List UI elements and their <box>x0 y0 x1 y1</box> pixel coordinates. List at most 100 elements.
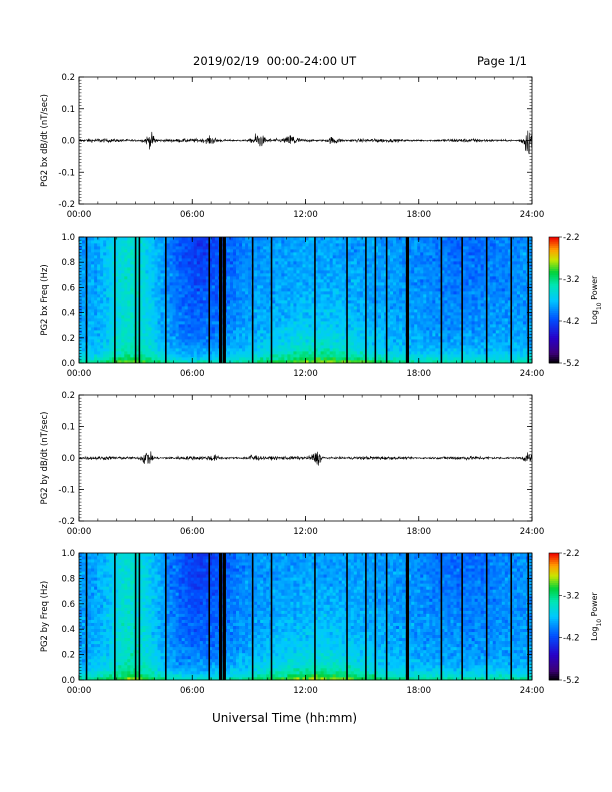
spectrogram-cell <box>115 351 119 355</box>
spectrogram-cell <box>127 282 131 286</box>
spectrogram-cell <box>190 264 195 268</box>
spectrogram-cell <box>193 264 198 268</box>
spectrogram-cell <box>166 306 170 310</box>
spectrogram-cell <box>130 285 134 289</box>
spectrogram-cell <box>371 264 376 268</box>
spectrogram-cell <box>281 354 285 358</box>
spectrogram-cell <box>248 267 252 271</box>
spectrogram-cell <box>359 237 364 241</box>
spectrogram-cell <box>115 246 119 250</box>
spectrogram-cell <box>178 300 183 304</box>
spectrogram-cell <box>112 330 116 334</box>
spectrogram-cell <box>381 303 385 307</box>
spectrogram-cell <box>417 279 421 283</box>
spectrogram-cell <box>136 324 140 328</box>
spectrogram-cell <box>202 267 207 271</box>
spectrogram-cell <box>365 324 370 328</box>
spectrogram-cell <box>230 264 234 268</box>
spectrogram-cell <box>423 291 427 295</box>
spectrogram-cell <box>293 261 297 265</box>
spectrogram-cell <box>290 348 294 352</box>
spectrogram-cell <box>88 312 92 316</box>
spectrogram-cell <box>91 249 95 253</box>
spectrogram-cell <box>317 237 321 241</box>
spectrogram-cell <box>423 249 427 253</box>
spectrogram-cell <box>417 330 421 334</box>
spectrogram-cell <box>341 312 346 316</box>
spectrogram-cell <box>94 342 98 346</box>
spectrogram-cell <box>190 342 195 346</box>
spectrogram-cell <box>299 351 303 355</box>
spectrogram-cell <box>145 294 149 298</box>
spectrogram-cell <box>130 324 134 328</box>
spectrogram-cell <box>169 243 174 247</box>
spectrogram-cell <box>242 294 246 298</box>
spectrogram-cell <box>254 276 258 280</box>
spectrogram-cell <box>332 312 337 316</box>
spectrogram-cell <box>329 294 334 298</box>
spectrogram-cell <box>329 279 334 283</box>
spectrogram-cell <box>148 297 152 301</box>
spectrogram-cell <box>127 276 131 280</box>
spectrogram-cell <box>142 243 146 247</box>
spectrogram-cell <box>332 354 337 358</box>
spectrogram-cell <box>387 345 391 349</box>
spectrogram-cell <box>311 315 315 319</box>
spectrogram-cell <box>323 285 328 289</box>
spectrogram-cell <box>220 279 225 283</box>
spectrogram-cell <box>181 285 186 289</box>
spectrogram-cell <box>181 288 186 292</box>
spectrogram-cell <box>396 297 400 301</box>
spectrogram-cell <box>242 240 246 244</box>
spectrogram-cell <box>254 336 258 340</box>
spectrogram-cell <box>199 336 204 340</box>
spectrogram-cell <box>187 309 192 313</box>
spectrogram-cell <box>387 243 391 247</box>
spectrogram-cell <box>214 324 219 328</box>
spectrogram-cell <box>82 270 86 274</box>
spectrogram-cell <box>338 270 343 274</box>
spectrogram-cell <box>130 294 134 298</box>
spectrogram-cell <box>148 270 152 274</box>
spectrogram-cell <box>281 237 285 241</box>
spectrogram-cell <box>202 249 207 253</box>
spectrogram-cell <box>260 291 264 295</box>
spectrogram-cell <box>94 330 98 334</box>
spectrogram-cell <box>199 276 204 280</box>
spectrogram-cell <box>242 300 246 304</box>
spectrogram-cell <box>145 273 149 277</box>
spectrogram-cell <box>281 342 285 346</box>
spectrogram-cell <box>157 351 161 355</box>
spectrogram-cell <box>157 342 161 346</box>
spectrogram-cell <box>408 360 412 364</box>
spectrogram-cell <box>257 333 261 337</box>
spectrogram-cell <box>88 348 92 352</box>
spectrogram-cell <box>106 249 110 253</box>
spectrogram-cell <box>408 273 412 277</box>
spectrogram-cell <box>350 309 355 313</box>
spectrogram-cell <box>359 240 364 244</box>
spectrogram-cell <box>106 240 110 244</box>
spectrogram-cell <box>365 342 370 346</box>
spectrogram-cell <box>293 249 297 253</box>
spectrogram-cell <box>230 249 234 253</box>
spectrogram-cell <box>347 246 352 250</box>
spectrogram-cell <box>377 330 382 334</box>
spectrogram-cell <box>323 291 328 295</box>
spectrogram-cell <box>127 288 131 292</box>
spectrogram-cell <box>356 246 361 250</box>
spectrogram-cell <box>353 255 358 259</box>
spectrogram-cell <box>239 270 243 274</box>
spectrogram-cell <box>109 294 113 298</box>
spectrogram-cell <box>178 333 183 337</box>
spectrogram-cell <box>214 294 219 298</box>
spectrogram-cell <box>142 318 146 322</box>
spectrogram-cell <box>290 237 294 241</box>
spectrogram-cell <box>226 300 231 304</box>
spectrogram-cell <box>384 357 388 361</box>
spectrogram-cell <box>308 252 312 256</box>
spectrogram-cell <box>121 345 125 349</box>
spectrogram-cell <box>175 300 180 304</box>
spectrogram-cell <box>196 273 201 277</box>
spectrogram-cell <box>226 315 231 319</box>
